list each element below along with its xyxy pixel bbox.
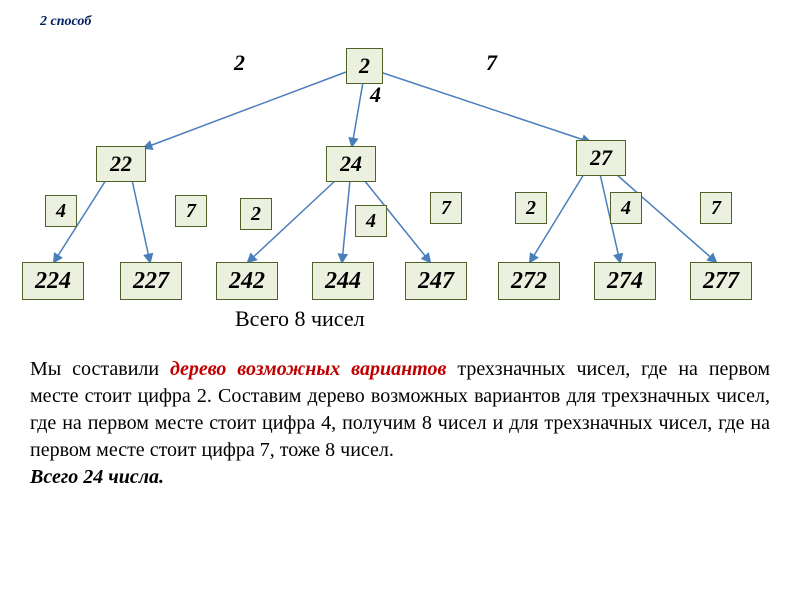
tree-node: 22 [96,146,146,182]
tree-leaf-node: 272 [498,262,560,300]
tree-node: 24 [326,146,376,182]
edge-label-box: 7 [700,192,732,224]
edge-label-box: 2 [515,192,547,224]
edge-label: 2 [234,50,245,76]
edge-label-box: 4 [45,195,77,227]
edge-label-box: 7 [175,195,207,227]
edge-label-box: 4 [355,205,387,237]
edge-label: 7 [486,50,497,76]
tree-edges [0,0,800,600]
tree-leaf-node: 274 [594,262,656,300]
edge-label-box: 7 [430,192,462,224]
edge-label-box: 2 [240,198,272,230]
tree-leaf-node: 247 [405,262,467,300]
tree-leaf-node: 244 [312,262,374,300]
tree-leaf-node: 227 [120,262,182,300]
tree-leaf-node: 224 [22,262,84,300]
tree-root-node: 2 [346,48,383,84]
tree-node: 27 [576,140,626,176]
tree-leaf-node: 242 [216,262,278,300]
edge-label: 4 [370,82,381,108]
edge-label-box: 4 [610,192,642,224]
tree-leaf-node: 277 [690,262,752,300]
